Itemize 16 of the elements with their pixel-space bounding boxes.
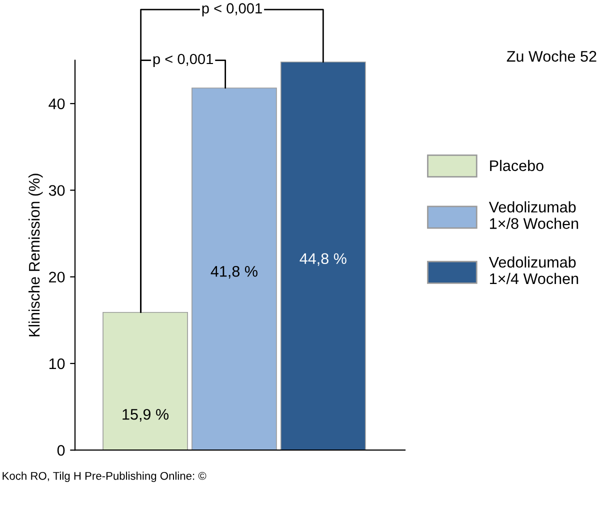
y-axis-title: Klinische Remission (%) [28, 174, 43, 336]
y-tick-label: 0 [57, 444, 65, 456]
legend-label: Placebo [490, 160, 544, 172]
legend-label: Vedolizumab 1×/4 Wochen [488, 256, 578, 284]
annotation: p < 0,001 [153, 54, 213, 68]
y-tick-label: 20 [49, 272, 65, 283]
data-label: 41,8 % [210, 266, 258, 279]
text: p < 0,001 [202, 3, 262, 16]
data-label: 44,8 % [300, 253, 346, 266]
text: Zu Woche 52 [506, 50, 596, 62]
y-tick-label: 40 [48, 98, 65, 110]
text: Koch RO, Tilg H Pre-Publishing Online: © [2, 472, 206, 482]
legend-label: Vedolizumab 1×/8 Wochen [488, 201, 578, 229]
y-tick-label: 10 [49, 358, 65, 370]
y-tick-label: 30 [48, 185, 65, 196]
data-label: 15,9 % [122, 408, 169, 422]
